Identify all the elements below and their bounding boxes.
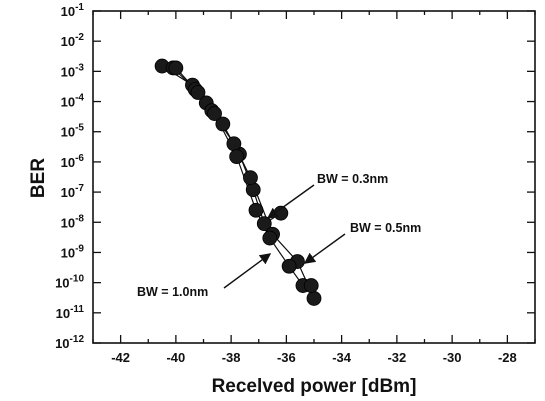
y-tick-label: 10-3 (61, 62, 85, 79)
annotations: BW = 0.3nm BW = 0.5nm BW = 1.0nm (137, 172, 421, 299)
x-tick-label: -38 (222, 350, 241, 365)
data-point (262, 230, 278, 246)
data-point (281, 258, 297, 274)
y-tick-label: 10-10 (55, 274, 84, 291)
data-markers (154, 58, 322, 306)
data-point (215, 116, 231, 132)
x-tick-label: -40 (166, 350, 185, 365)
x-tick-labels: -42 -40 -38 -36 -34 -32 -30 -28 (111, 350, 517, 365)
annotation-arrow (303, 233, 346, 264)
y-tick-label: 10-8 (61, 213, 85, 230)
data-point (190, 85, 206, 100)
data-point (248, 202, 264, 218)
y-tick-label: 10-12 (55, 334, 84, 351)
data-point (168, 60, 184, 76)
x-tick-label: -30 (443, 350, 462, 365)
data-point (207, 106, 222, 121)
series-line (161, 65, 282, 225)
y-tick-label: 10-1 (61, 2, 85, 19)
data-point (256, 216, 272, 232)
y-tick-label: 10-9 (61, 243, 85, 260)
x-axis-title: Recelved power [dBm] (212, 376, 417, 397)
y-tick-label: 10-2 (61, 32, 85, 49)
x-tick-label: -28 (498, 350, 517, 365)
y-tick-labels: 10-12 10-11 10-10 10-9 10-8 10-7 10-6 10-5 10-4 1… (55, 2, 84, 351)
y-tick-label: 10-6 (61, 153, 85, 170)
annotation-label: BW = 1.0nm (137, 285, 208, 299)
y-tick-label: 10-5 (61, 123, 85, 140)
annotation-arrow (266, 184, 315, 219)
axis-ticks (92, 10, 536, 344)
data-point (303, 278, 319, 293)
annotation-arrow (223, 253, 272, 289)
data-point (226, 136, 242, 152)
annotation-label: BW = 0.5nm (350, 221, 421, 235)
y-tick-label: 10-7 (61, 183, 85, 200)
data-point (243, 170, 258, 186)
x-tick-label: -34 (332, 350, 352, 365)
x-tick-label: -32 (387, 350, 406, 365)
x-tick-label: -36 (277, 350, 296, 365)
y-tick-label: 10-4 (61, 93, 85, 110)
x-tick-label: -42 (111, 350, 130, 365)
y-axis-title: BER (28, 158, 49, 198)
data-point (229, 149, 245, 164)
data-point (306, 291, 322, 306)
y-tick-label: 10-11 (56, 304, 85, 321)
data-point (245, 182, 261, 198)
annotation-label: BW = 0.3nm (317, 172, 388, 186)
